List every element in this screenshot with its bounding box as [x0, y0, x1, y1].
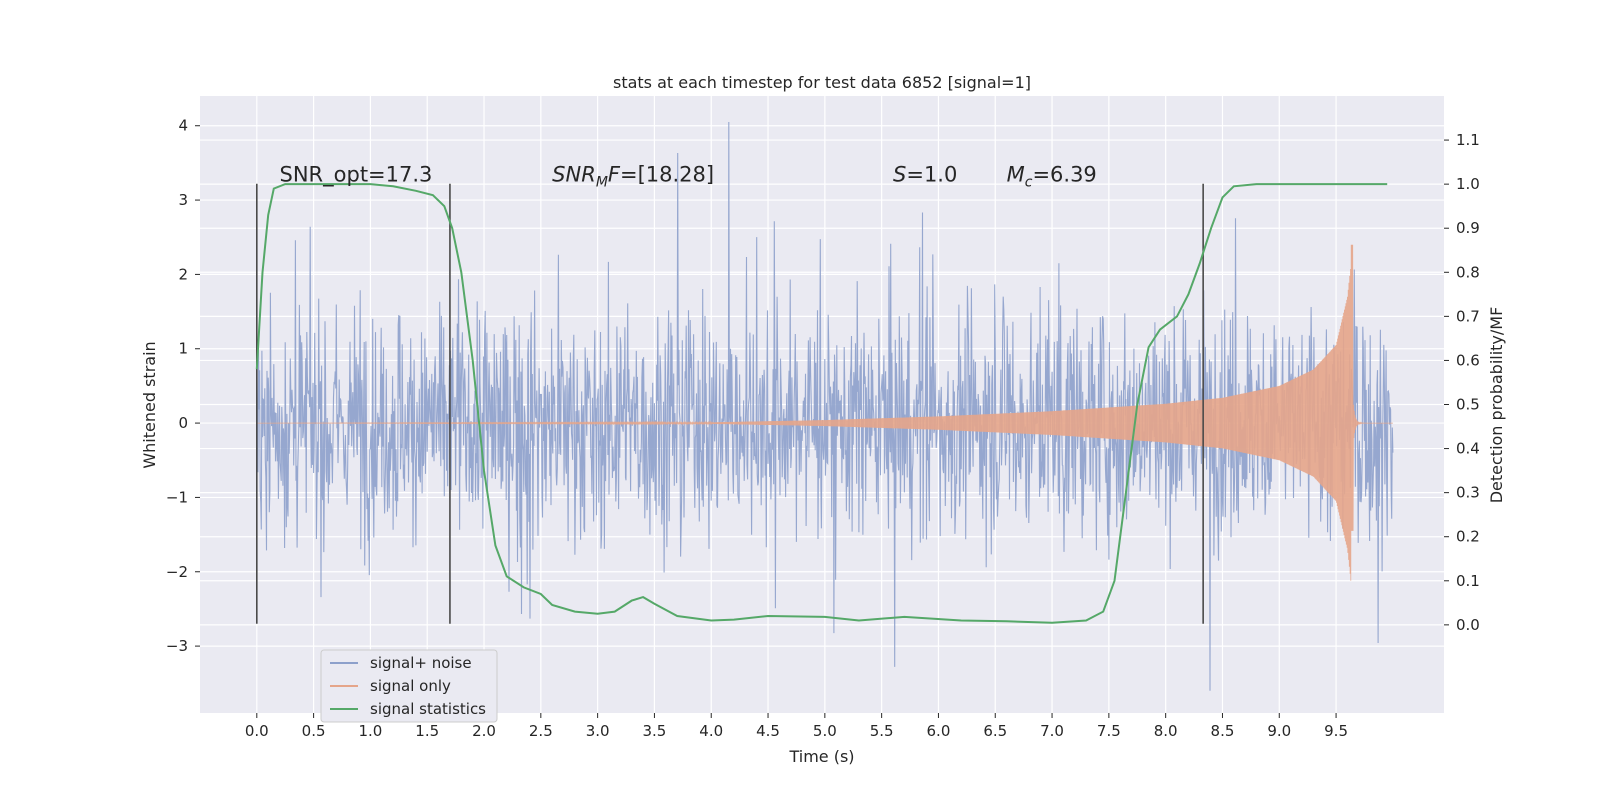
x-ticks: 0.0 0.5 1.0 1.5 2.0 2.5 3.0 3.5 4.0 4.5 5.0 5.5 6.0 6… [245, 713, 1348, 740]
y-tick-label-left: 0 [178, 414, 188, 432]
y-tick-label-left: 2 [178, 265, 188, 283]
y-tick-label-right: 0.4 [1456, 440, 1480, 458]
x-tick-label: 9.0 [1267, 722, 1291, 740]
x-tick-label: 1.5 [415, 722, 439, 740]
grid-y-right [200, 139, 1444, 626]
x-tick-label: 1.0 [358, 722, 382, 740]
x-axis-label: Time (s) [788, 747, 854, 766]
x-tick-label: 6.0 [927, 722, 951, 740]
x-tick-label: 8.5 [1211, 722, 1235, 740]
annotation-label: SNRMF=[18.28] [552, 162, 714, 190]
y-tick-label-right: 0.5 [1456, 396, 1480, 414]
y-axis-label-left: Whitened strain [140, 341, 159, 468]
stats-series [255, 183, 1388, 624]
y-tick-label-left: 1 [178, 340, 188, 358]
y-tick-label-left: −2 [166, 563, 188, 581]
x-tick-label: 9.5 [1324, 722, 1348, 740]
vlines [256, 183, 1204, 624]
y-tick-label-right: 0.9 [1456, 219, 1480, 237]
y-ticks-right: 0.0 0.1 0.2 0.3 0.4 0.5 0.6 0.7 0.8 0.9 1.0 1.1 [1444, 131, 1480, 634]
x-tick-label: 8.0 [1154, 722, 1178, 740]
x-tick-label: 4.5 [756, 722, 780, 740]
x-tick-label: 3.0 [586, 722, 610, 740]
annotation-label: S=1.0 [893, 162, 957, 186]
x-tick-label: 5.0 [813, 722, 837, 740]
y-tick-label-right: 0.7 [1456, 307, 1480, 325]
legend-label-noise: signal+ noise [370, 654, 472, 672]
x-tick-label: 4.0 [699, 722, 723, 740]
x-tick-label: 7.5 [1097, 722, 1121, 740]
x-tick-label: 2.5 [529, 722, 553, 740]
legend-label-stats: signal statistics [370, 700, 486, 718]
y-tick-label-right: 0.8 [1456, 263, 1480, 281]
legend: signal+ noise signal only signal statist… [320, 649, 498, 723]
y-tick-label-right: 0.1 [1456, 572, 1480, 590]
annotation-label: Mc=6.39 [1007, 162, 1097, 190]
y-ticks-left: −3 −2 −1 0 1 2 3 4 [166, 117, 200, 655]
x-tick-label: 0.5 [302, 722, 326, 740]
stats-trace [255, 183, 1388, 624]
y-tick-label-left: −1 [166, 488, 188, 506]
x-tick-label: 2.0 [472, 722, 496, 740]
y-tick-label-right: 1.1 [1456, 131, 1480, 149]
x-tick-label: 6.5 [983, 722, 1007, 740]
y-tick-label-right: 0.3 [1456, 484, 1480, 502]
y-tick-label-left: 3 [178, 191, 188, 209]
legend-box [320, 649, 498, 723]
x-tick-label: 0.0 [245, 722, 269, 740]
y-tick-label-right: 0.2 [1456, 528, 1480, 546]
y-tick-label-right: 0.0 [1456, 616, 1480, 634]
chart-title: stats at each timestep for test data 685… [613, 73, 1031, 92]
y-tick-label-right: 1.0 [1456, 175, 1480, 193]
legend-label-signal: signal only [370, 677, 451, 695]
y-tick-label-left: −3 [166, 637, 188, 655]
x-tick-label: 3.5 [642, 722, 666, 740]
y-tick-label-right: 0.6 [1456, 351, 1480, 369]
x-tick-label: 7.0 [1040, 722, 1064, 740]
y-axis-label-right: Detection probability/MF [1487, 307, 1506, 504]
y-tick-label-left: 4 [178, 117, 188, 135]
x-tick-label: 5.5 [870, 722, 894, 740]
annotation-label: SNR_opt=17.3 [280, 162, 433, 187]
annotations: SNR_opt=17.3 SNRMF=[18.28] S=1.0 Mc=6.39 [280, 162, 1097, 190]
